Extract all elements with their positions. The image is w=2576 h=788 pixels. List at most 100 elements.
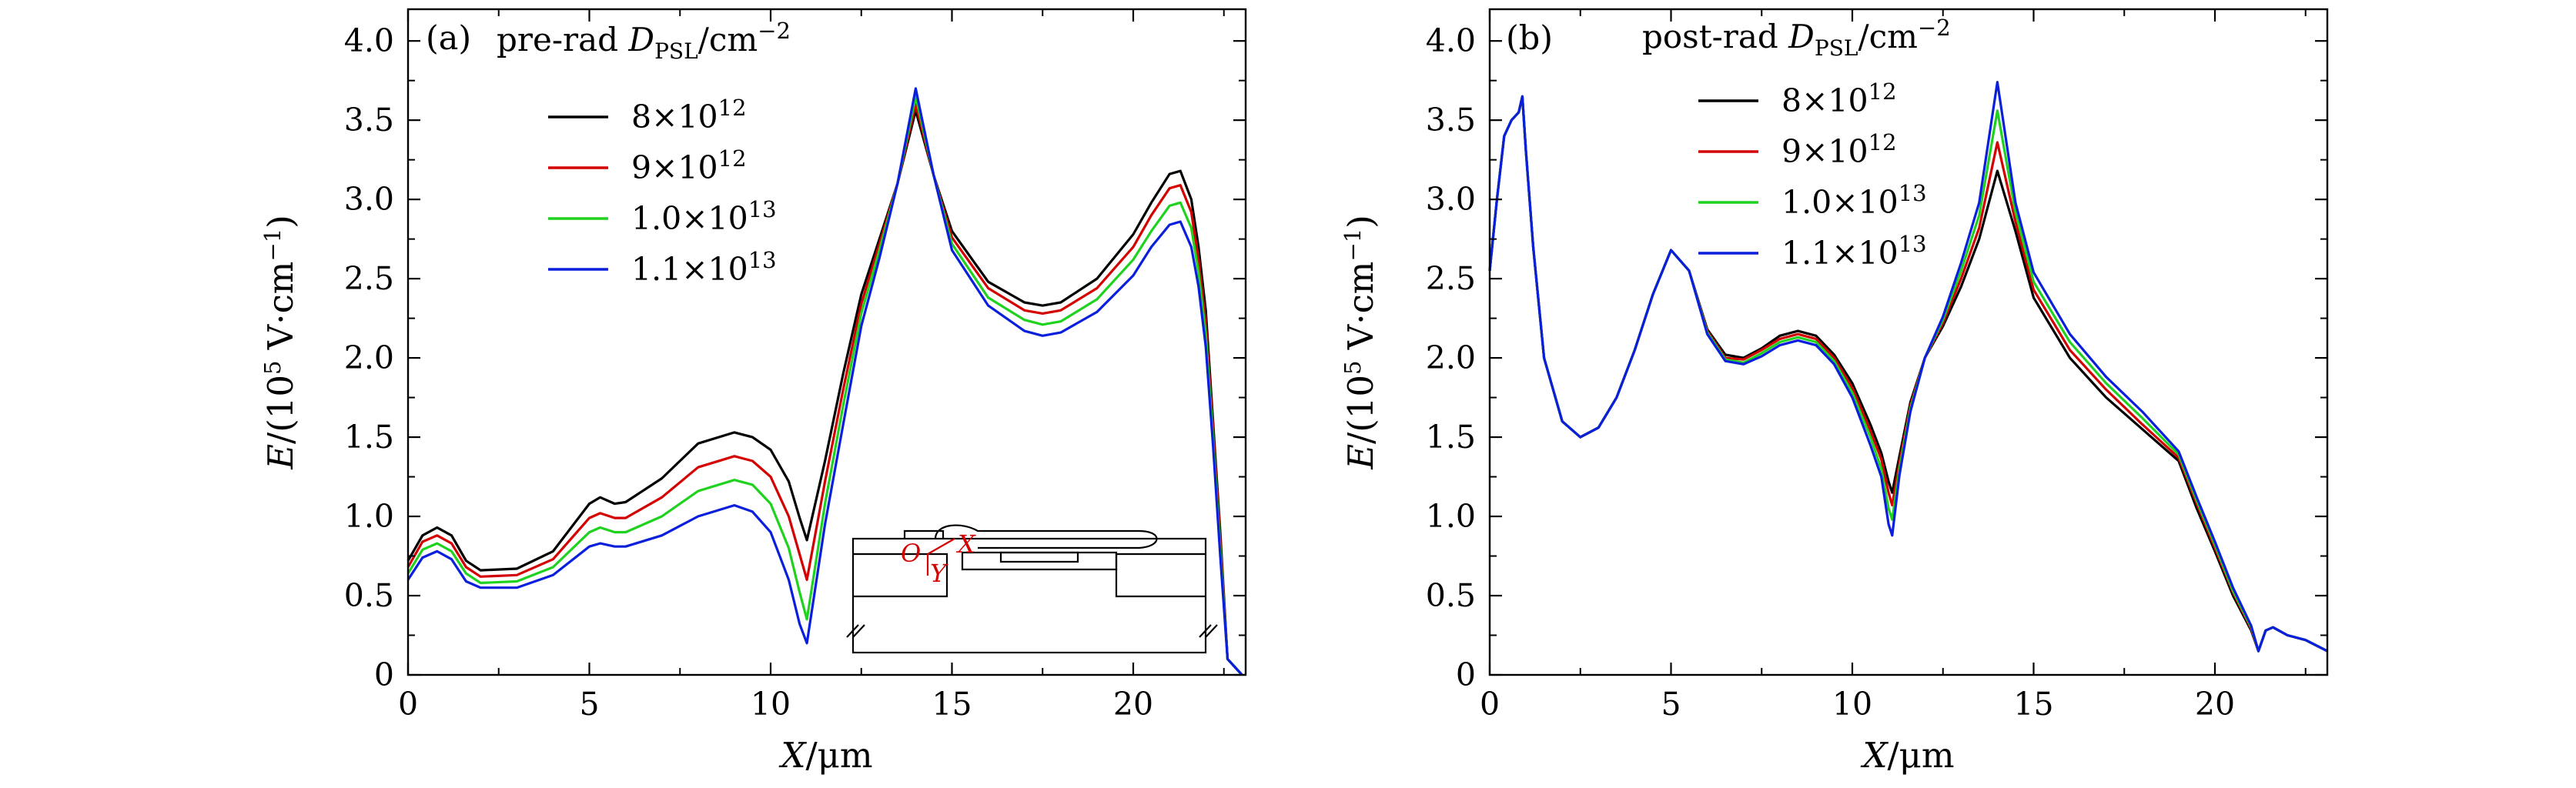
y-axis-symbol: E xyxy=(260,444,301,470)
legend-entry-exponent: 12 xyxy=(1868,129,1897,155)
legend-title-unit-exponent: −2 xyxy=(1918,15,1951,41)
legend-entry-exponent: 13 xyxy=(748,247,777,273)
x-tick-label: 15 xyxy=(2013,686,2053,723)
legend-title-space xyxy=(618,21,628,58)
y-tick-label: 2.5 xyxy=(1426,260,1476,297)
y-axis-exponent: 5 xyxy=(259,361,286,375)
series-line-3 xyxy=(406,95,1243,676)
y-tick-label: 0 xyxy=(374,656,394,693)
inset-label-o: O xyxy=(901,539,921,568)
y-axis-close: ) xyxy=(260,215,301,229)
series-group xyxy=(406,87,1243,676)
legend-title: post-rad DPSL/cm−2 xyxy=(1642,15,1951,61)
y-tick-label: 3.5 xyxy=(344,102,394,139)
x-tick-label: 20 xyxy=(2195,686,2235,723)
y-tick-label: 1.0 xyxy=(1426,498,1476,535)
legend-entry-exponent: 13 xyxy=(1899,180,1927,206)
x-tick-label: 5 xyxy=(579,686,599,723)
inset-label-y: Y xyxy=(930,559,948,588)
legend-entry-mantissa: 1.0×10 xyxy=(1781,184,1899,221)
y-axis-close: ) xyxy=(1340,215,1381,229)
series-line-2 xyxy=(406,103,1243,676)
y-axis-unit-exponent: −1 xyxy=(259,229,286,262)
legend-title-subscript: PSL xyxy=(654,38,698,64)
legend-title-subscript: PSL xyxy=(1815,35,1858,61)
y-tick-label: 2.0 xyxy=(1426,339,1476,376)
legend-entry-mantissa: 9×10 xyxy=(1781,133,1868,170)
y-tick-label: 1.0 xyxy=(344,498,394,535)
y-tick-label: 0.5 xyxy=(344,577,394,614)
legend-title-unit: /cm xyxy=(1858,18,1918,55)
inset-gate xyxy=(903,529,945,539)
legend-entry-mantissa: 1.1×10 xyxy=(631,251,748,288)
legend-title-unit: /cm xyxy=(698,21,758,58)
x-tick-label: 0 xyxy=(1480,686,1500,723)
series-group xyxy=(1488,81,2328,653)
x-tick-label: 15 xyxy=(932,686,972,723)
x-tick-label: 0 xyxy=(398,686,418,723)
y-tick-label: 3.5 xyxy=(1426,102,1476,139)
legend-entry-1: 8×1012 xyxy=(631,95,747,135)
y-axis-title: E/(105 V·cm−1) xyxy=(1340,215,1381,470)
x-axis-unit: /μm xyxy=(805,735,872,776)
legend-entry-mantissa: 1.1×10 xyxy=(1781,235,1899,272)
y-tick-label: 3.0 xyxy=(1426,181,1476,218)
inset-label-x: X xyxy=(955,529,976,559)
legend-entry-exponent: 12 xyxy=(1868,78,1897,105)
panel-a-chart: O XY0 5 10 15 2000.51.01.52.02.53.03.54.0X/μm… xyxy=(259,8,1247,776)
series-line-1 xyxy=(406,109,1243,676)
legend-entry-mantissa: 1.0×10 xyxy=(631,200,748,237)
legend-title-prefix: pre-rad xyxy=(497,21,618,58)
legend-title: pre-rad DPSL/cm−2 xyxy=(497,18,791,64)
y-tick-label: 4.0 xyxy=(344,22,394,59)
inset-break-left xyxy=(846,624,865,638)
y-tick-label: 0 xyxy=(1456,656,1476,693)
legend-entry-mantissa: 8×10 xyxy=(631,98,718,135)
y-axis-unit-exponent: −1 xyxy=(1340,229,1366,262)
panel-label: (a) xyxy=(426,19,471,58)
legend-entry-2: 9×1012 xyxy=(1781,129,1897,170)
legend-entry-2: 9×1012 xyxy=(631,145,747,186)
y-tick-label: 4.0 xyxy=(1426,22,1476,59)
legend-entry-exponent: 13 xyxy=(1899,231,1927,257)
legend-entry-4: 1.1×1013 xyxy=(631,247,777,288)
x-tick-label: 20 xyxy=(1113,686,1153,723)
inset-break-right xyxy=(1199,624,1218,638)
legend-entry-exponent: 13 xyxy=(748,196,777,222)
panel-b-chart: 0 5 10 15 20 0 0.5 1.0 1.5 2.0 2.5 3.0 3.5 4.0 X/μm E/(… xyxy=(1340,8,2329,776)
y-axis-exponent: 5 xyxy=(1340,361,1366,375)
y-tick-label: 3.0 xyxy=(344,181,394,218)
legend-entry-exponent: 12 xyxy=(718,145,747,172)
legend-title-symbol: D xyxy=(627,21,654,58)
plot-frame xyxy=(1488,8,2329,676)
x-axis-symbol: X xyxy=(1860,735,1889,776)
y-axis-prefix: /(10 xyxy=(260,375,301,444)
series-line-4 xyxy=(1488,81,2328,653)
legend-entry-3: 1.0×1013 xyxy=(631,196,777,237)
y-axis-prefix: /(10 xyxy=(1340,375,1381,444)
panel-label: (b) xyxy=(1506,19,1553,58)
legend-title-unit-exponent: −2 xyxy=(758,18,791,44)
plot-frame xyxy=(406,8,1247,676)
x-axis-title: X/μm xyxy=(1860,735,1954,776)
legend-title-symbol: D xyxy=(1788,18,1815,55)
y-axis-unit: V·cm xyxy=(260,262,301,361)
legend-entry-3: 1.0×1013 xyxy=(1781,180,1927,221)
y-tick-label: 2.0 xyxy=(344,339,394,376)
y-tick-label: 2.5 xyxy=(344,260,394,297)
legend-entry-1: 8×1012 xyxy=(1781,78,1897,119)
x-tick-label: 5 xyxy=(1661,686,1681,723)
x-axis-unit: /μm xyxy=(1887,735,1954,776)
inset-pwell-region xyxy=(999,551,1079,563)
device-inset-diagram xyxy=(846,524,1218,654)
y-tick-label: 1.5 xyxy=(344,419,394,456)
y-tick-label: 1.5 xyxy=(1426,419,1476,456)
inset-x-direction xyxy=(927,538,955,555)
legend-entry-mantissa: 8×10 xyxy=(1781,82,1868,119)
x-tick-label: 10 xyxy=(751,686,791,723)
inset-drain-region xyxy=(1115,553,1206,598)
legend-entry-mantissa: 9×10 xyxy=(631,149,718,186)
